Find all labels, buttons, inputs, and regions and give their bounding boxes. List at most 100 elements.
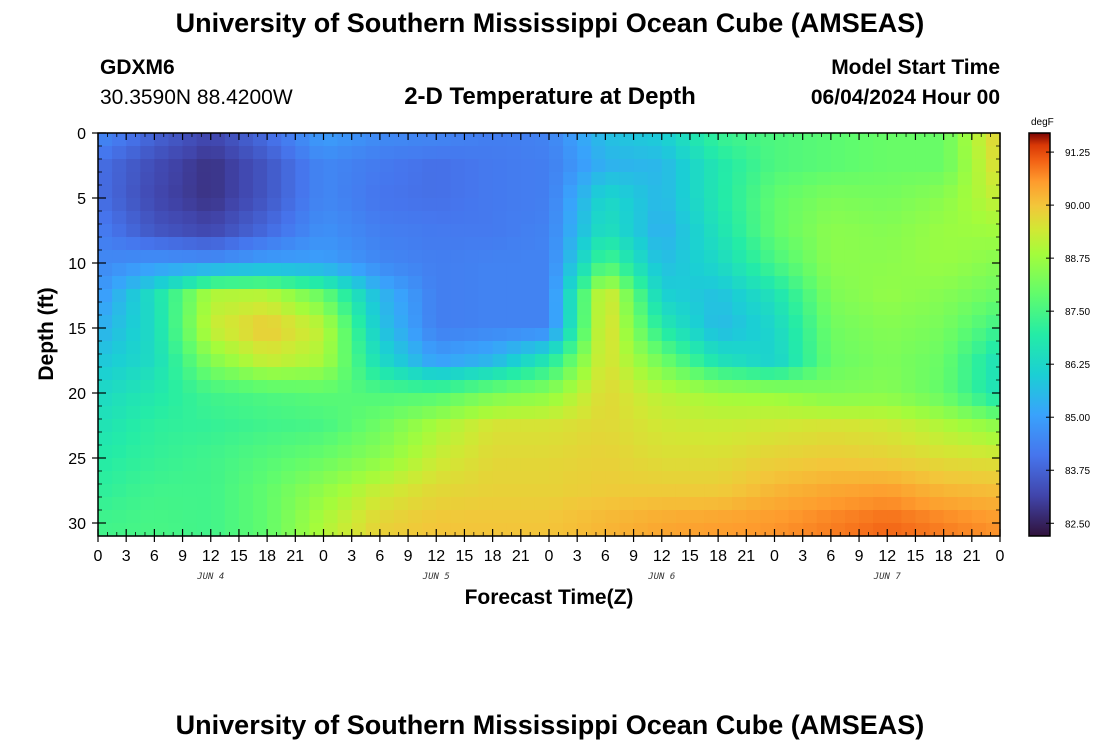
- heatmap-cell: [295, 341, 310, 355]
- heatmap-cell: [661, 458, 677, 472]
- heatmap-cell: [224, 250, 240, 264]
- heatmap-cell: [281, 159, 296, 173]
- heatmap-cell: [492, 445, 508, 459]
- heatmap-cell: [267, 367, 282, 381]
- heatmap-cell: [605, 341, 621, 355]
- heatmap-cell: [408, 159, 423, 173]
- heatmap-cell: [943, 185, 959, 199]
- heatmap-cell: [140, 185, 155, 199]
- heatmap-cell: [337, 510, 353, 524]
- heatmap-cell: [718, 315, 733, 329]
- heatmap-cell: [675, 419, 691, 433]
- heatmap-cell: [408, 146, 423, 160]
- heatmap-cell: [168, 406, 184, 420]
- heatmap-cell: [802, 224, 818, 238]
- heatmap-cell: [126, 419, 141, 433]
- heatmap-cell: [267, 484, 282, 498]
- heatmap-cell: [253, 354, 268, 368]
- x-axis: 0 3 6 9 12 15 18 21 0 3 6 9 12 15 18 21 0 3 6 9 12 15 18 21 0 3 6 9…: [94, 133, 1005, 565]
- heatmap-cell: [605, 237, 621, 251]
- heatmap-cell: [520, 328, 536, 342]
- heatmap-cell: [422, 328, 437, 342]
- heatmap-cell: [140, 159, 155, 173]
- heatmap-cell: [464, 328, 480, 342]
- heatmap-cell: [182, 341, 198, 355]
- heatmap-cell: [182, 484, 198, 498]
- heatmap-cell: [506, 484, 522, 498]
- heatmap-cell: [591, 328, 606, 342]
- heatmap-cell: [957, 497, 973, 511]
- heatmap-cell: [591, 302, 606, 316]
- heatmap-cell: [816, 341, 832, 355]
- heatmap-cell: [393, 484, 409, 498]
- heatmap-cell: [718, 237, 733, 251]
- heatmap-cell: [802, 328, 818, 342]
- heatmap-cell: [154, 484, 170, 498]
- heatmap-cell: [971, 367, 987, 381]
- heatmap-cell: [619, 341, 635, 355]
- heatmap-cell: [591, 146, 606, 160]
- heatmap-cell: [619, 263, 635, 277]
- heatmap-cell: [549, 224, 564, 238]
- heatmap-cell: [422, 211, 437, 225]
- heatmap-cell: [957, 432, 973, 446]
- heatmap-cell: [802, 185, 818, 199]
- heatmap-cell: [591, 198, 606, 212]
- heatmap-cell: [464, 406, 480, 420]
- heatmap-cell: [563, 146, 578, 160]
- heatmap-cell: [309, 315, 325, 329]
- heatmap-cell: [140, 380, 155, 394]
- heatmap-cell: [450, 367, 466, 381]
- heatmap-cell: [351, 198, 367, 212]
- heatmap-cell: [591, 432, 606, 446]
- heatmap-cell: [732, 172, 747, 186]
- heatmap-cell: [436, 250, 451, 264]
- heatmap-cell: [267, 406, 282, 420]
- heatmap-cell: [196, 419, 212, 433]
- model-start-value: 06/04/2024 Hour 00: [810, 86, 1000, 109]
- heatmap-cell: [267, 263, 282, 277]
- heatmap-cell: [591, 263, 606, 277]
- heatmap-cell: [154, 289, 170, 303]
- heatmap-cell: [985, 263, 1001, 277]
- heatmap-cell: [577, 328, 592, 342]
- heatmap-cell: [393, 289, 409, 303]
- heatmap-cell: [323, 198, 339, 212]
- heatmap-cell: [450, 510, 466, 524]
- heatmap-cell: [281, 224, 296, 238]
- heatmap-cell: [98, 302, 113, 316]
- heatmap-cell: [168, 276, 184, 290]
- heatmap-cell: [337, 393, 353, 407]
- heatmap-cell: [196, 315, 212, 329]
- heatmap-cell: [619, 224, 635, 238]
- heatmap-cell: [464, 445, 480, 459]
- heatmap-cell: [887, 341, 902, 355]
- heatmap-cell: [901, 263, 917, 277]
- heatmap-cell: [534, 185, 550, 199]
- heatmap-cell: [647, 354, 663, 368]
- heatmap-cell: [675, 159, 691, 173]
- heatmap-cell: [492, 341, 508, 355]
- heatmap-cell: [718, 523, 733, 537]
- heatmap-cell: [408, 276, 423, 290]
- heatmap-cell: [915, 445, 931, 459]
- heatmap-cell: [844, 471, 860, 485]
- heatmap-cell: [323, 497, 339, 511]
- heatmap-cell: [788, 471, 804, 485]
- heatmap-cell: [985, 211, 1001, 225]
- heatmap-cell: [351, 406, 367, 420]
- heatmap-cell: [253, 133, 268, 147]
- heatmap-cell: [464, 367, 480, 381]
- heatmap-cell: [887, 146, 902, 160]
- heatmap-cell: [520, 432, 536, 446]
- heatmap-cell: [971, 393, 987, 407]
- heatmap-cell: [450, 198, 466, 212]
- heatmap-cell: [718, 211, 733, 225]
- heatmap-cell: [196, 328, 212, 342]
- heatmap-cell: [901, 328, 917, 342]
- heatmap-cell: [450, 159, 466, 173]
- heatmap-cell: [971, 250, 987, 264]
- heatmap-cell: [929, 367, 945, 381]
- heatmap-cell: [436, 159, 451, 173]
